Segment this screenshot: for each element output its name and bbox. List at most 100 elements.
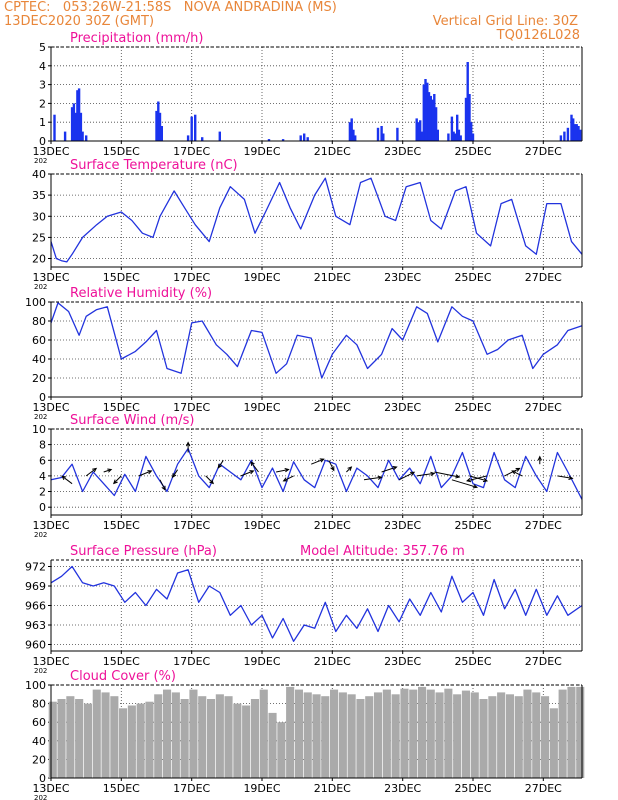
- x-year-fragment: 202: [34, 413, 47, 421]
- precip-bar: [417, 122, 420, 141]
- cloud-bar: [198, 696, 207, 778]
- wind-arrow: [283, 475, 294, 482]
- cloud-bar: [391, 694, 400, 778]
- wind-arrow: [138, 470, 152, 477]
- cloud-bar: [66, 696, 75, 778]
- cloud-bar: [180, 699, 189, 778]
- cloud-bar: [426, 689, 435, 778]
- precip-bar: [422, 84, 425, 141]
- precip-bar: [72, 103, 76, 141]
- cloud-bar: [365, 696, 374, 778]
- precip-bar: [376, 127, 380, 141]
- precip-bar: [434, 107, 438, 141]
- cloud-bar: [541, 696, 550, 778]
- x-year-fragment: 202: [34, 283, 47, 291]
- precip-bar: [157, 101, 160, 141]
- cloud-bar: [294, 689, 303, 778]
- x-tick-label: 13DEC: [32, 655, 69, 668]
- precip-bar: [267, 139, 271, 141]
- series-line: [50, 177, 583, 263]
- wind-arrow: [159, 479, 166, 491]
- cloud-bar: [127, 705, 136, 778]
- precip-bar: [433, 94, 436, 141]
- x-tick-label: 17DEC: [173, 782, 210, 795]
- wind-arrow: [276, 469, 289, 473]
- wind-arrow: [311, 458, 324, 465]
- wind-arrow: [511, 470, 523, 477]
- y-tick-label: 60: [32, 334, 46, 347]
- wind-arrow-head: [430, 471, 436, 477]
- x-tick-label: 27DEC: [525, 782, 562, 795]
- panel-title: Relative Humidity (%): [70, 286, 212, 301]
- wind-arrow-head: [537, 455, 542, 461]
- x-year-fragment: 202: [34, 794, 47, 800]
- y-tick-label: 2: [39, 97, 46, 110]
- x-tick-label: 25DEC: [454, 271, 491, 284]
- y-tick-label: 1: [39, 116, 46, 129]
- cloud-bar: [444, 688, 453, 778]
- precip-bar: [348, 122, 352, 141]
- cloud-bar: [48, 701, 57, 778]
- x-tick-label: 19DEC: [243, 401, 280, 414]
- wind-arrow: [557, 475, 573, 479]
- wind-arrow-head: [472, 484, 479, 489]
- cloud-bar: [461, 690, 470, 778]
- precip-bar: [155, 110, 158, 141]
- precip-bar: [566, 127, 570, 141]
- wind-arrow-head: [392, 466, 398, 471]
- y-tick-label: 5: [39, 41, 46, 54]
- cloud-bar: [532, 692, 541, 778]
- precip-bar: [575, 124, 578, 141]
- series-line: [50, 565, 583, 642]
- wind-arrow-head: [250, 461, 255, 466]
- panel-2: 13DEC 15DEC 17DEC 19DEC 21DEC 23DEC 25DEC 27DEC…: [32, 158, 583, 291]
- precip-bar: [573, 124, 577, 141]
- y-tick-label: 40: [32, 353, 46, 366]
- x-tick-label: 25DEC: [454, 519, 491, 532]
- precip-bar: [396, 127, 399, 141]
- precip-bar: [577, 126, 580, 141]
- x-tick-label: 19DEC: [243, 271, 280, 284]
- precip-bar: [81, 131, 84, 141]
- x-tick-label: 21DEC: [314, 401, 351, 414]
- x-tick-label: 13DEC: [32, 401, 69, 414]
- precip-bar: [447, 133, 450, 141]
- y-tick-label: 35: [32, 189, 46, 202]
- wind-arrow-head: [282, 477, 288, 482]
- grid-note: Vertical Grid Line: 30Z: [432, 14, 578, 29]
- cloud-bar: [558, 689, 567, 778]
- cloud-bar: [259, 689, 268, 778]
- precip-bar: [415, 118, 418, 141]
- x-tick-label: 17DEC: [173, 401, 210, 414]
- cloud-bar: [110, 696, 119, 778]
- x-tick-label: 21DEC: [314, 519, 351, 532]
- wind-arrow: [328, 460, 335, 471]
- y-tick-label: 2: [39, 486, 46, 499]
- wind-arrow-head: [568, 475, 574, 480]
- precip-bar: [70, 107, 74, 141]
- precip-bar: [53, 114, 56, 141]
- cloud-bar: [374, 692, 383, 778]
- precip-bar: [352, 129, 355, 141]
- y-tick-label: 40: [32, 168, 46, 181]
- wind-arrow: [346, 466, 352, 473]
- y-tick-label: 20: [32, 253, 46, 266]
- cloud-bar: [453, 694, 462, 778]
- x-tick-label: 17DEC: [173, 271, 210, 284]
- y-tick-label: 6: [39, 454, 46, 467]
- precip-bar: [572, 118, 575, 141]
- panel-6: 13DEC 15DEC 17DEC 19DEC 21DEC 23DEC 25DEC 27DEC…: [25, 669, 585, 800]
- x-tick-label: 15DEC: [103, 145, 140, 158]
- x-year-fragment: 202: [34, 531, 47, 539]
- wind-arrow: [398, 471, 415, 481]
- cloud-bar: [145, 701, 154, 778]
- cloud-bar: [400, 688, 409, 778]
- y-tick-label: 30: [32, 210, 46, 223]
- wind-arrow-head: [482, 477, 489, 483]
- wind-arrow: [240, 470, 254, 477]
- precip-bar: [452, 131, 455, 141]
- precip-bar: [426, 82, 429, 141]
- precip-bar: [281, 139, 285, 141]
- cloud-bar: [215, 694, 224, 778]
- y-tick-label: 8: [39, 439, 46, 452]
